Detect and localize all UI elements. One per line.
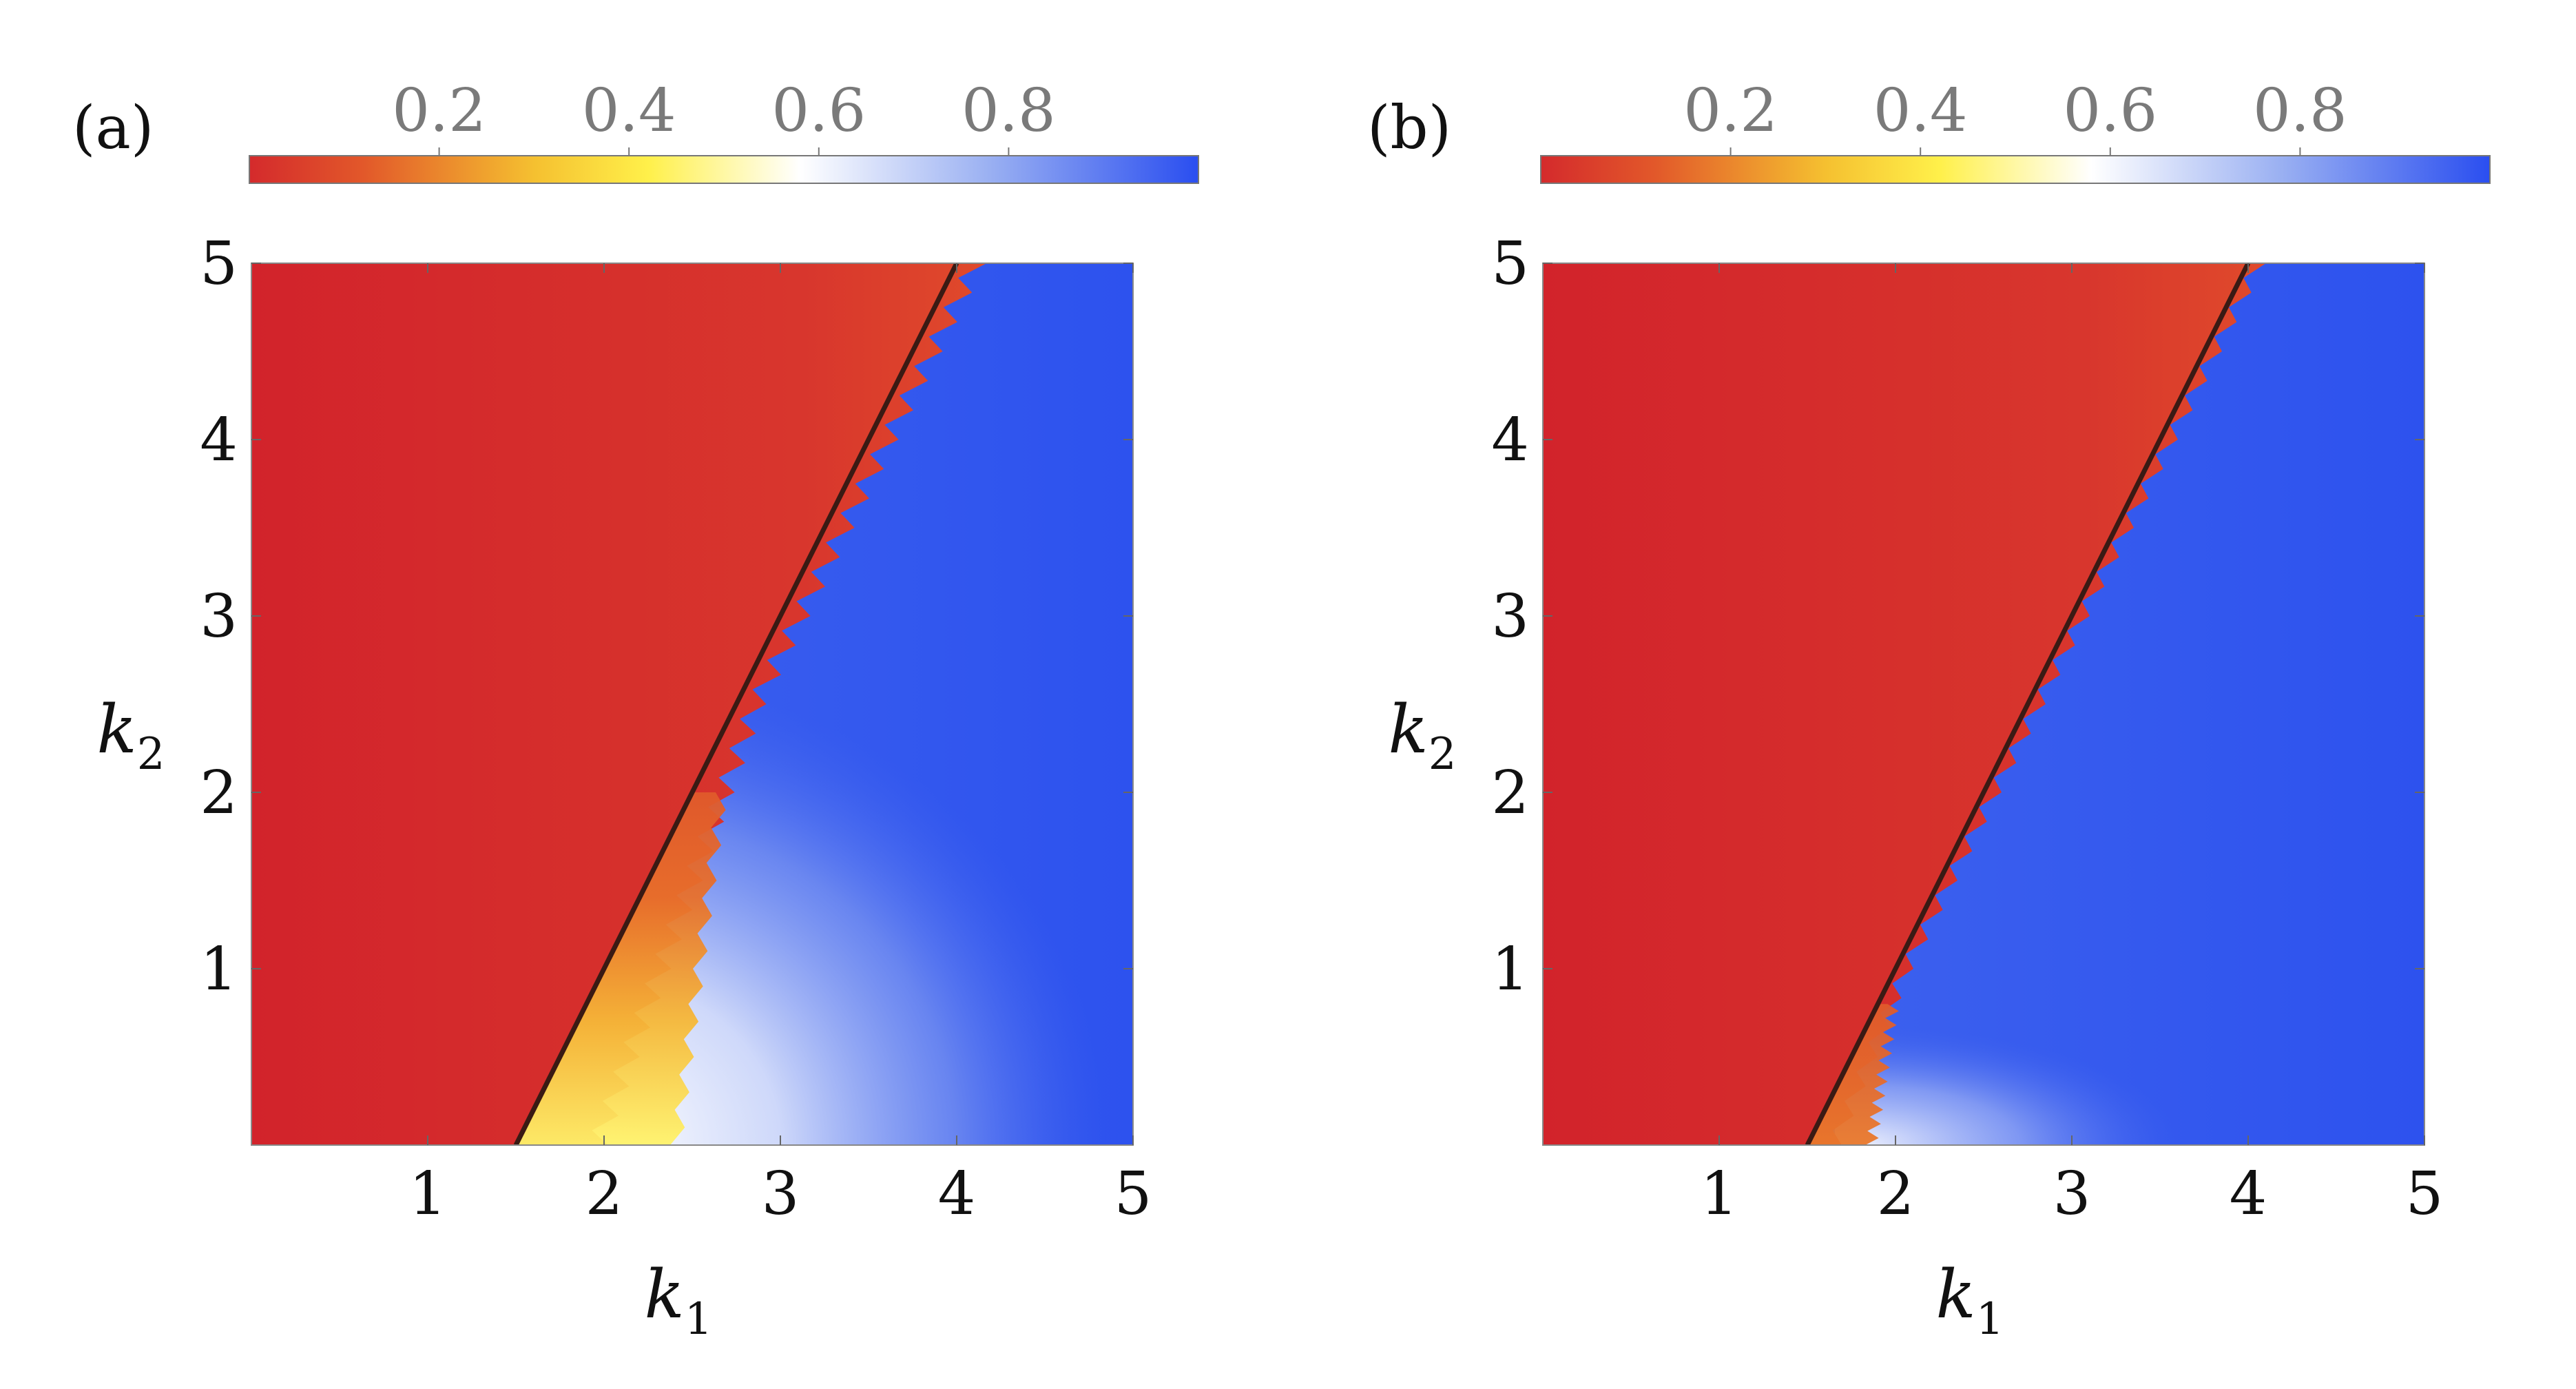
heatmap-plot xyxy=(251,263,1133,1145)
colorbar-tick-label: 0.4 xyxy=(1873,76,1968,145)
x-tick-label: 2 xyxy=(1877,1160,1915,1228)
colorbar xyxy=(1540,155,2491,184)
y-tick-label: 3 xyxy=(1491,582,1529,651)
x-tick-label: 1 xyxy=(409,1160,447,1228)
boundary-line xyxy=(1805,263,2251,1145)
y-tick-label: 4 xyxy=(1491,406,1529,475)
x-tick-label: 1 xyxy=(1701,1160,1738,1228)
x-tick-label: 5 xyxy=(2406,1160,2444,1228)
x-tick-label: 4 xyxy=(2230,1160,2267,1228)
y-axis-label: k2 xyxy=(97,691,165,780)
colorbar-tick-label: 0.8 xyxy=(2253,76,2347,145)
colorbar-tick-label: 0.6 xyxy=(2063,76,2157,145)
y-tick-label: 4 xyxy=(200,406,238,475)
colorbar-tick-label: 0.4 xyxy=(582,76,676,145)
x-tick-label: 3 xyxy=(762,1160,800,1228)
region-transition-band xyxy=(516,792,726,1145)
region-transition-band xyxy=(1807,1004,1899,1145)
boundary-line xyxy=(513,263,959,1145)
region-low xyxy=(251,263,987,1145)
y-tick-label: 3 xyxy=(200,582,238,651)
x-tick-label: 3 xyxy=(2053,1160,2091,1228)
heatmap-plot xyxy=(1543,263,2424,1145)
x-axis-label: k1 xyxy=(1936,1256,2004,1345)
region-transition-white xyxy=(1835,947,2364,1145)
x-axis-label: k1 xyxy=(645,1256,713,1345)
x-tick-label: 4 xyxy=(938,1160,976,1228)
region-low xyxy=(1543,263,2266,1145)
y-tick-label: 1 xyxy=(1491,935,1529,1004)
colorbar xyxy=(249,155,1199,184)
colorbar-tick-label: 0.2 xyxy=(392,76,486,145)
y-tick-label: 1 xyxy=(200,935,238,1004)
chart-panel-a: (a) 0.2 0.4 0.6 0.8 1 2 3 4 5 1 2 3 4 5 k1 k2 xyxy=(72,76,1199,1345)
x-tick-label: 5 xyxy=(1114,1160,1152,1228)
colorbar-tick-label: 0.8 xyxy=(962,76,1056,145)
y-tick-label: 5 xyxy=(1491,229,1529,298)
y-axis-label: k2 xyxy=(1389,691,1457,780)
colorbar-tick-label: 0.2 xyxy=(1683,76,1778,145)
y-tick-label: 2 xyxy=(1491,759,1529,827)
chart-panel-b: (b) 0.2 0.4 0.6 0.8 1 2 3 4 5 1 2 3 4 5 k1 k2 xyxy=(1367,76,2491,1345)
colorbar-tick-label: 0.6 xyxy=(771,76,866,145)
panel-label: (a) xyxy=(72,94,154,163)
panel-label: (b) xyxy=(1367,94,1451,163)
y-tick-label: 2 xyxy=(200,759,238,827)
plot-frame xyxy=(1542,263,2425,1146)
x-tick-label: 2 xyxy=(585,1160,623,1228)
y-tick-label: 5 xyxy=(200,229,238,298)
plot-frame xyxy=(251,263,1134,1146)
